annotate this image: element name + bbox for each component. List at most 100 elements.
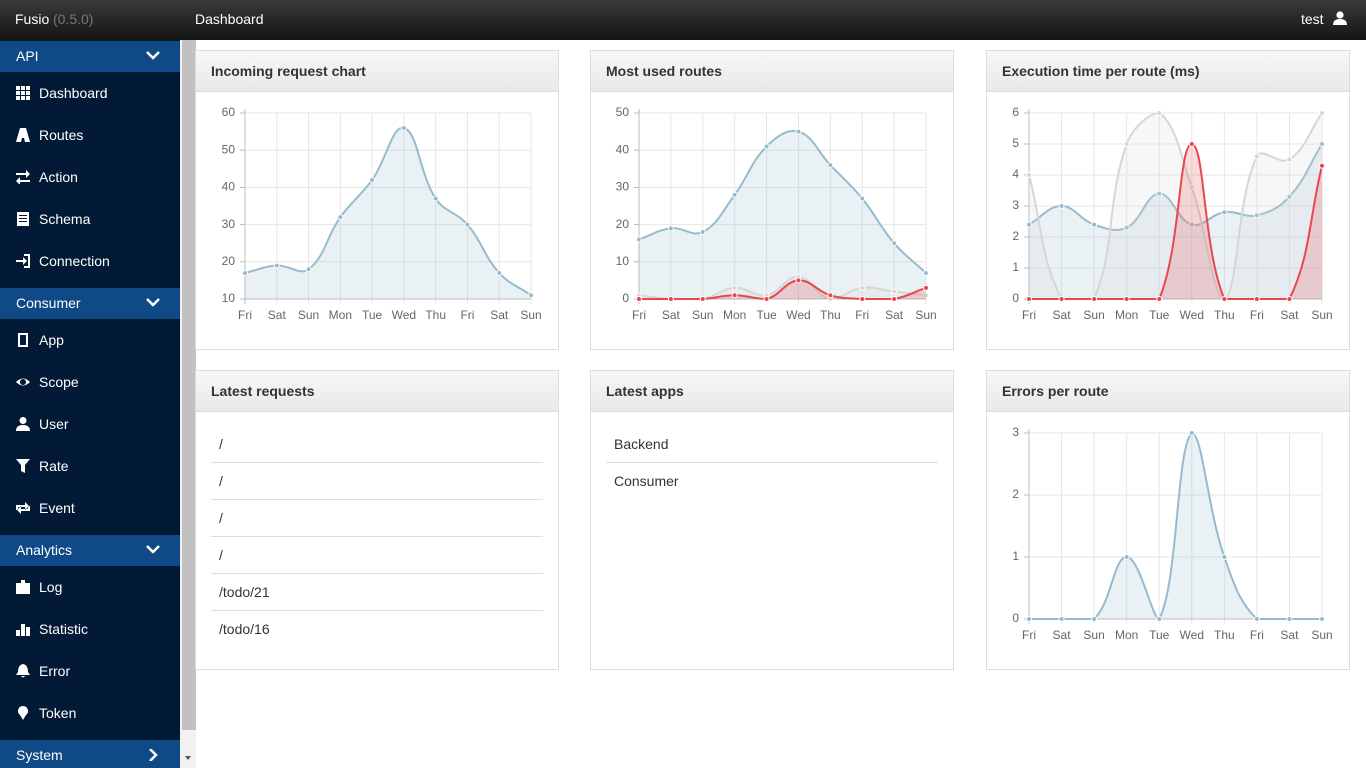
point xyxy=(1188,184,1195,191)
menu-item[interactable]: Log xyxy=(0,566,180,608)
icon-shape xyxy=(18,706,28,720)
point xyxy=(432,195,439,202)
menu-icon xyxy=(16,378,30,386)
menu-item[interactable]: Scope xyxy=(0,361,180,403)
y-tick-label: 60 xyxy=(222,105,236,119)
scroll-arrow[interactable] xyxy=(184,755,192,761)
icon-shape xyxy=(16,254,30,268)
line xyxy=(244,126,532,297)
chevron[interactable] xyxy=(146,50,160,62)
list-item[interactable]: /todo/16 xyxy=(219,621,270,637)
chevron[interactable] xyxy=(146,544,160,556)
point xyxy=(464,221,471,228)
line xyxy=(1028,142,1323,301)
menu-item[interactable]: App xyxy=(0,319,180,361)
point xyxy=(1026,172,1032,178)
menu-item[interactable]: Statistic xyxy=(0,608,180,650)
chevron[interactable] xyxy=(146,297,160,309)
menu-item[interactable]: Dashboard xyxy=(0,72,180,114)
point xyxy=(1123,224,1130,231)
point xyxy=(1156,190,1163,197)
list-item[interactable]: / xyxy=(211,463,543,500)
user-name[interactable]: test xyxy=(1301,11,1324,27)
x-tick-label: Mon xyxy=(1115,308,1138,322)
point xyxy=(923,292,929,299)
line xyxy=(638,279,927,301)
x-tick-label: Fri xyxy=(238,308,252,322)
y-tick-label: 1 xyxy=(1012,549,1019,563)
chevron[interactable] xyxy=(146,749,160,761)
x-tick-label: Wed xyxy=(392,308,416,322)
point xyxy=(859,195,866,202)
menu-item[interactable]: User xyxy=(0,403,180,445)
x-tick-label: Sun xyxy=(915,308,936,322)
panel-title: Latest apps xyxy=(591,371,953,412)
point xyxy=(1286,296,1293,302)
x-tick-label: Mon xyxy=(1115,628,1138,642)
scrollbar-thumb[interactable] xyxy=(182,40,196,730)
sidebar: API Dashboard Routes Action Schema Connection… xyxy=(0,40,180,768)
menu-item[interactable]: Routes xyxy=(0,114,180,156)
menu-item[interactable]: Event xyxy=(0,487,180,529)
x-tick-label: Mon xyxy=(723,308,746,322)
list-item[interactable]: / xyxy=(211,500,543,537)
menu-item[interactable]: Action xyxy=(0,156,180,198)
point xyxy=(1253,616,1260,622)
y-tick-label: 20 xyxy=(222,254,236,268)
page-title: Dashboard xyxy=(195,11,264,27)
menu-section[interactable]: System xyxy=(0,740,180,768)
menu-item[interactable]: Error xyxy=(0,650,180,692)
menu-item[interactable]: Rate xyxy=(0,445,180,487)
y-tick-label: 5 xyxy=(1012,136,1019,150)
icon-shape xyxy=(17,212,29,226)
chevron-shape xyxy=(146,298,160,307)
menu-section[interactable]: Analytics xyxy=(0,535,180,566)
point xyxy=(1123,554,1130,560)
point xyxy=(528,292,534,299)
area xyxy=(245,127,531,299)
point xyxy=(1253,212,1260,219)
point xyxy=(1221,209,1228,216)
y-tick-label: 1 xyxy=(1012,260,1019,274)
x-tick-label: Tue xyxy=(362,308,383,322)
list-item[interactable]: Backend xyxy=(606,426,938,463)
icon-shape xyxy=(16,170,30,184)
point xyxy=(1221,296,1228,302)
x-tick-label: Fri xyxy=(460,308,474,322)
menu-section[interactable]: API xyxy=(0,41,180,72)
x-tick-label: Sat xyxy=(1053,628,1072,642)
brand[interactable]: Fusio xyxy=(15,11,50,27)
y-tick-label: 2 xyxy=(1012,487,1019,501)
x-tick-label: Fri xyxy=(1250,308,1264,322)
point xyxy=(923,284,929,291)
panel-title: Most used routes xyxy=(591,51,953,92)
x-tick-label: Fri xyxy=(632,308,646,322)
menu-item[interactable]: Token xyxy=(0,692,180,734)
line xyxy=(1028,431,1322,621)
area xyxy=(1029,113,1322,299)
point xyxy=(1286,193,1293,200)
x-tick-label: Fri xyxy=(1250,628,1264,642)
list-item[interactable]: / xyxy=(211,537,543,574)
user-icon[interactable] xyxy=(1333,11,1347,25)
request-list: / / / //todo/21/todo/16 xyxy=(196,412,558,647)
menu-section[interactable]: Consumer xyxy=(0,288,180,319)
list-item[interactable]: /todo/21 xyxy=(211,574,543,611)
point xyxy=(795,277,802,284)
y-tick-label: 50 xyxy=(222,142,236,156)
menu-icon xyxy=(18,706,28,720)
menu-item[interactable]: Schema xyxy=(0,198,180,240)
point xyxy=(1319,110,1325,116)
point xyxy=(763,296,770,302)
point xyxy=(891,288,898,295)
x-tick-label: Sat xyxy=(1053,308,1072,322)
scrollbar[interactable] xyxy=(180,40,196,768)
y-tick-label: 2 xyxy=(1012,229,1019,243)
list-item[interactable]: / xyxy=(211,426,543,463)
point xyxy=(636,296,642,302)
menu-icon xyxy=(16,502,30,514)
menu-icon xyxy=(16,170,30,184)
menu-item[interactable]: Connection xyxy=(0,240,180,282)
list-item[interactable]: Consumer xyxy=(614,473,679,489)
